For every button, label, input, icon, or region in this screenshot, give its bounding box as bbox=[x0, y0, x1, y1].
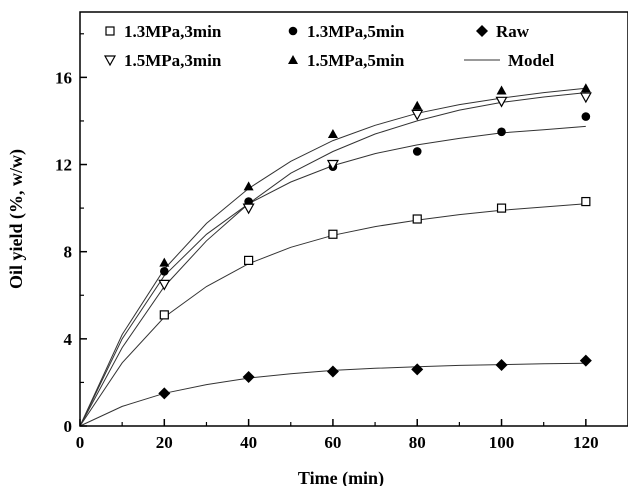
y-tick-label-4: 4 bbox=[64, 330, 73, 349]
x-tick-label-40: 40 bbox=[240, 433, 257, 452]
data-point-s3-0 bbox=[158, 279, 171, 291]
legend-label-0: 1.3MPa,3min bbox=[124, 22, 222, 41]
data-point-s3-3 bbox=[411, 109, 424, 121]
data-point-s4-5 bbox=[580, 83, 591, 93]
data-point-s4-3 bbox=[412, 100, 423, 110]
data-point-s0-5 bbox=[581, 196, 591, 207]
data-point-s2-2 bbox=[326, 365, 339, 378]
data-point-s1-5 bbox=[581, 112, 591, 121]
data-point-s2-5 bbox=[579, 354, 592, 367]
data-point-s1-4 bbox=[497, 127, 506, 137]
legend-marker-4 bbox=[288, 55, 298, 64]
legend-marker-2 bbox=[476, 25, 488, 37]
data-point-s1-3 bbox=[412, 147, 422, 156]
plot-axes bbox=[79, 11, 628, 427]
data-points bbox=[158, 83, 592, 400]
data-point-s0-4 bbox=[496, 203, 507, 213]
x-axis-label: Time (min) bbox=[298, 468, 384, 486]
legend-label-3: 1.5MPa,3min bbox=[124, 51, 222, 70]
legend-label-model: Model bbox=[508, 51, 555, 70]
data-point-s3-4 bbox=[495, 96, 508, 108]
data-point-s4-1 bbox=[243, 181, 254, 191]
data-point-s0-3 bbox=[412, 214, 422, 224]
data-point-s1-0 bbox=[160, 266, 169, 276]
x-tick-label-80: 80 bbox=[409, 433, 426, 452]
legend: 1.3MPa,3min 1.3MPa,5min Raw 1.5MPa,3min 1.5M… bbox=[103, 22, 555, 70]
data-point-s2-1 bbox=[242, 370, 255, 383]
data-point-s0-0 bbox=[159, 310, 169, 320]
legend-marker-3 bbox=[103, 55, 117, 67]
x-tick-label-0: 0 bbox=[76, 433, 85, 452]
plot-frame bbox=[79, 11, 628, 427]
x-tick-label-60: 60 bbox=[324, 433, 341, 452]
x-tick-label-20: 20 bbox=[156, 433, 173, 452]
data-point-s4-4 bbox=[496, 85, 507, 95]
data-point-s3-2 bbox=[326, 159, 339, 171]
y-tick-label-0: 0 bbox=[64, 417, 73, 436]
legend-marker-1 bbox=[288, 26, 298, 36]
x-tick-label-120: 120 bbox=[573, 433, 599, 452]
x-tick-label-100: 100 bbox=[489, 433, 515, 452]
legend-marker-0 bbox=[105, 26, 115, 36]
data-point-s4-2 bbox=[327, 129, 338, 139]
data-point-s0-1 bbox=[244, 255, 254, 265]
legend-label-2: Raw bbox=[496, 22, 530, 41]
data-point-s4-0 bbox=[159, 257, 170, 267]
data-point-s0-2 bbox=[328, 229, 338, 239]
y-axis-label: Oil yield (%, w/w) bbox=[6, 149, 27, 289]
model-curve-1 bbox=[79, 125, 586, 427]
legend-label-4: 1.5MPa,5min bbox=[307, 51, 405, 70]
data-point-s2-0 bbox=[158, 387, 171, 400]
data-point-s2-4 bbox=[495, 358, 508, 371]
y-tick-label-16: 16 bbox=[55, 68, 72, 87]
legend-label-1: 1.3MPa,5min bbox=[307, 22, 405, 41]
data-point-s3-5 bbox=[579, 92, 592, 104]
axis-ticks: 0 20 40 60 80 100 120 0 4 8 12 16 bbox=[55, 33, 599, 452]
y-tick-label-8: 8 bbox=[64, 243, 73, 262]
data-point-s2-3 bbox=[411, 363, 424, 376]
data-point-s3-1 bbox=[242, 203, 255, 215]
y-tick-label-12: 12 bbox=[55, 156, 72, 175]
